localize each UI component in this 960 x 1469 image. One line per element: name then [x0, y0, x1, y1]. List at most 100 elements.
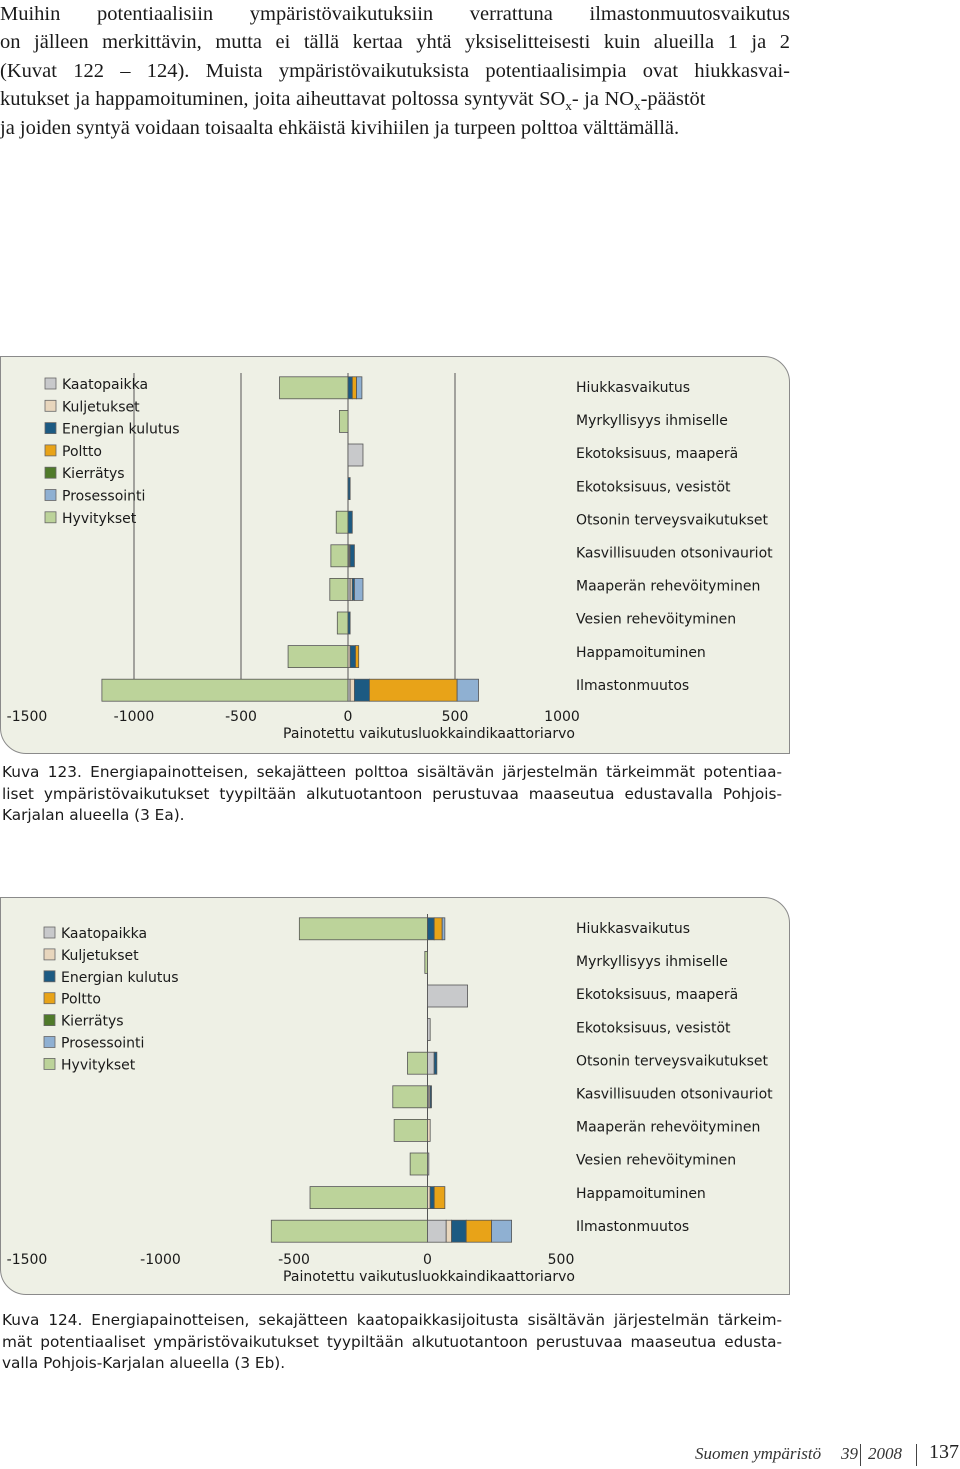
legend-swatch: [44, 444, 57, 457]
bar-segment-kaatopaikka: [427, 1219, 447, 1243]
legend-swatch: [43, 1014, 56, 1026]
category-label: Ilmastonmuutos: [576, 678, 689, 694]
legend-label: Kuljetukset: [61, 948, 139, 964]
x-tick-label: -1500: [7, 1252, 48, 1268]
caption-line: mät potentiaaliset ympäristövaikutukset …: [2, 1332, 782, 1351]
x-tick-label: -500: [225, 709, 257, 725]
bar-segment-prosessointi: [356, 376, 363, 400]
intro-text: kutukset ja happamoituminen, joita aiheu…: [0, 88, 566, 111]
bar-segment-energian-kulutus: [429, 1085, 432, 1109]
bar-segment-hyvitykset: [424, 951, 428, 974]
bar-segment-poltto: [355, 645, 360, 669]
legend-swatch: [44, 399, 57, 412]
publication-name: Suomen ympäristö: [695, 1444, 822, 1463]
x-tick-label: -1000: [140, 1252, 181, 1268]
category-label: Ekotoksisuus, vesistöt: [576, 479, 731, 495]
bar-segment-hyvitykset: [407, 1051, 428, 1075]
stacked-bar-chart: Kaatopaikka Kuljetukset Energian kulutus Po…: [7, 914, 773, 1285]
figure-caption: Kuva 123. Energiapainotteisen, sekajätte…: [2, 762, 782, 827]
intro-line: on jälleen merkittävin, mutta ei tällä k…: [0, 31, 790, 54]
category-label: Myrkyllisyys ihmiselle: [576, 413, 728, 429]
legend-label: Poltto: [62, 444, 102, 460]
caption-line: Kuva 124. Energiapainotteisen, sekajätte…: [2, 1311, 782, 1329]
subscript: x: [565, 98, 572, 114]
caption-line: Karjalan alueella (3 Ea).: [2, 806, 185, 825]
intro-text: -päästöt: [640, 88, 706, 111]
category-label: Happamoituminen: [576, 1186, 706, 1202]
bar-segment-hyvitykset: [270, 1219, 428, 1243]
bar-segment-poltto: [433, 1186, 446, 1210]
x-tick-label: 500: [548, 1252, 575, 1268]
legend-swatch: [43, 970, 56, 983]
bar-segment-hyvitykset: [101, 678, 349, 702]
caption-line: valla Pohjois-Karjalan alueella (3 Eb).: [2, 1354, 286, 1373]
bar-segment-prosessointi: [441, 917, 446, 941]
bar-segment-kaatopaikka: [347, 443, 364, 467]
legend-label: Hyvitykset: [62, 511, 137, 527]
chart-panel-kuva-123: Kaatopaikka Kuljetukset Energian kulutus Po…: [0, 356, 790, 754]
legend-swatch: [44, 489, 57, 501]
bar-segment-poltto: [351, 376, 357, 400]
bar-segment-kuljetukset: [427, 1186, 431, 1210]
category-label: Happamoituminen: [576, 645, 706, 661]
x-tick-label: 1000: [544, 709, 580, 725]
bar-segment-hyvitykset: [279, 376, 349, 400]
publication-number: 39: [841, 1444, 858, 1463]
category-label: Maaperän rehevöityminen: [576, 1120, 760, 1136]
legend-label: Prosessointi: [61, 1036, 144, 1052]
bar-segment-energian-kulutus: [354, 678, 370, 702]
footer-divider: [860, 1444, 861, 1466]
bar-segment-kaatopaikka: [427, 1018, 431, 1041]
legend-swatch: [44, 466, 57, 479]
category-label: Hiukkasvaikutus: [576, 921, 690, 937]
x-axis-label: Painotettu vaikutusluokkaindikaattoriarv…: [283, 726, 575, 742]
subscript: x: [634, 98, 641, 114]
category-label: Ekotoksisuus, maaperä: [576, 446, 738, 462]
x-tick-label: 500: [442, 709, 469, 725]
category-label: Vesien rehevöityminen: [576, 612, 736, 628]
bar-segment-energian-kulutus: [347, 510, 353, 534]
legend-swatch: [43, 1036, 56, 1048]
bar-segment-hyvitykset: [393, 1118, 428, 1142]
bar-segment-energian-kulutus: [347, 477, 351, 500]
x-axis-label: Painotettu vaikutusluokkaindikaattoriarv…: [283, 1269, 575, 1285]
bar-segment-energian-kulutus: [347, 611, 351, 635]
legend-label: Kierrätys: [62, 466, 125, 482]
legend-label: Poltto: [61, 992, 101, 1008]
bar-segment-prosessointi: [491, 1219, 513, 1243]
bar-segment-kaatopaikka: [427, 984, 468, 1008]
bar-segment-hyvitykset: [409, 1152, 428, 1176]
bar-segment-prosessointi: [354, 577, 364, 601]
x-tick-label: -1000: [114, 709, 155, 725]
caption-line: Kuva 123. Energiapainotteisen, sekajätte…: [2, 763, 782, 781]
bar-segment-poltto: [433, 917, 443, 941]
bar-segment-kuljetukset: [427, 1118, 431, 1142]
category-label: Myrkyllisyys ihmiselle: [576, 954, 728, 970]
legend-label: Hyvitykset: [61, 1057, 136, 1073]
intro-line: kutukset ja happamoituminen, joita aiheu…: [0, 85, 790, 113]
bar-segment-energian-kulutus: [433, 1051, 438, 1075]
bar-segment-hyvitykset: [309, 1186, 428, 1210]
bar-segment-hyvitykset: [329, 577, 349, 601]
caption-line: liset ympäristövaikutukset tyypiltään al…: [2, 784, 782, 803]
bar-segment-prosessointi: [456, 678, 479, 702]
bar-segment-energian-kulutus: [347, 376, 353, 400]
legend-label: Prosessointi: [62, 489, 145, 505]
legend-swatch: [44, 377, 57, 390]
bar-segment-kuljetukset: [445, 1219, 452, 1243]
bar-segment-hyvitykset: [335, 510, 349, 534]
legend-label: Energian kulutus: [62, 422, 180, 438]
bar-segment-poltto: [368, 678, 458, 702]
legend-label: Kaatopaikka: [61, 926, 147, 942]
page-footer: Suomen ympäristö 39 2008 137: [690, 1441, 960, 1468]
category-label: Maaperän rehevöityminen: [576, 579, 760, 595]
category-label: Ekotoksisuus, maaperä: [576, 987, 738, 1003]
bar-segment-hyvitykset: [287, 645, 349, 669]
bar-segment-hyvitykset: [330, 544, 349, 568]
legend-label: Kaatopaikka: [62, 377, 148, 393]
intro-text: - ja NO: [571, 88, 635, 111]
legend-swatch: [44, 511, 57, 524]
footer-divider: [916, 1444, 917, 1466]
x-tick-label: -500: [278, 1252, 310, 1268]
bar-segment-hyvitykset: [392, 1085, 428, 1109]
